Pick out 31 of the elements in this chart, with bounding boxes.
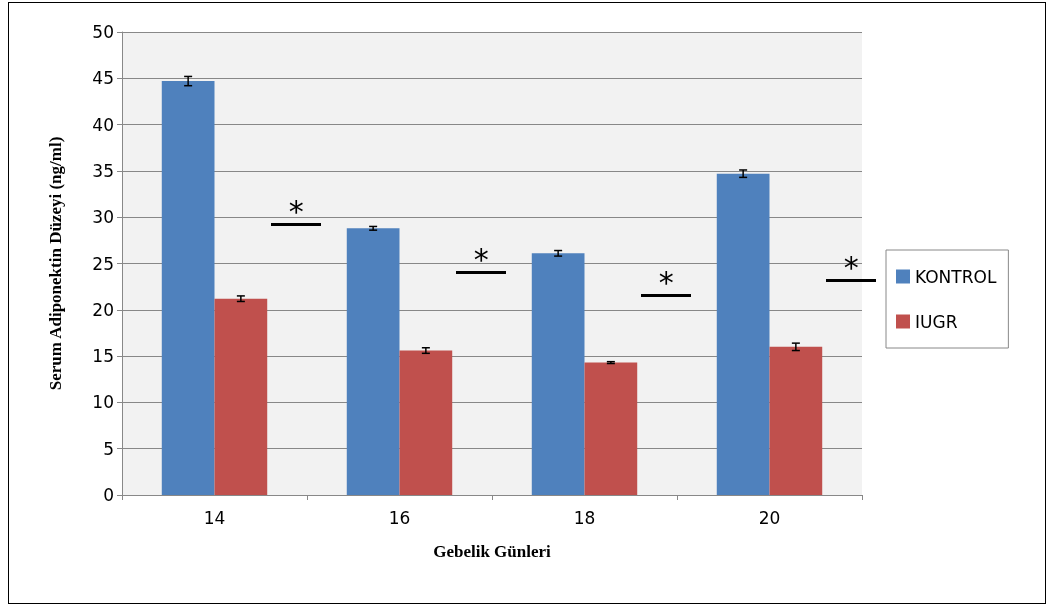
y-tick-label: 10	[92, 392, 114, 413]
y-tick-label: 20	[92, 299, 114, 320]
annotation: *	[472, 241, 490, 277]
x-tick-label: 20	[758, 507, 781, 528]
x-axis-title: Gebelik Günleri	[433, 542, 552, 561]
annotation: *	[842, 250, 860, 286]
bar	[531, 253, 585, 495]
x-tick-label: 18	[573, 507, 596, 528]
bar	[716, 173, 770, 495]
y-axis-title: Serum Adiponektin Düzeyi (ng/ml)	[46, 136, 65, 391]
annotation: *	[287, 193, 305, 229]
bar	[399, 350, 453, 495]
annotation: *	[657, 264, 675, 300]
bar	[346, 228, 400, 495]
y-tick-label: 25	[92, 253, 114, 274]
legend-label: KONTROL	[915, 266, 997, 287]
y-tick-label: 40	[92, 114, 114, 135]
legend-label: IUGR	[915, 311, 958, 332]
x-tick-label: 16	[388, 507, 411, 528]
y-tick-label: 45	[92, 68, 114, 89]
bar	[214, 298, 268, 495]
y-tick-label: 30	[92, 207, 114, 228]
bar	[161, 81, 215, 495]
bar	[584, 362, 638, 495]
y-tick-label: 0	[103, 485, 114, 505]
y-tick-label: 35	[92, 160, 114, 181]
y-tick-label: 50	[92, 22, 114, 42]
y-tick-label: 15	[92, 346, 114, 367]
x-tick-label: 14	[203, 507, 226, 528]
y-tick-label: 5	[103, 438, 114, 459]
bar	[769, 346, 823, 495]
